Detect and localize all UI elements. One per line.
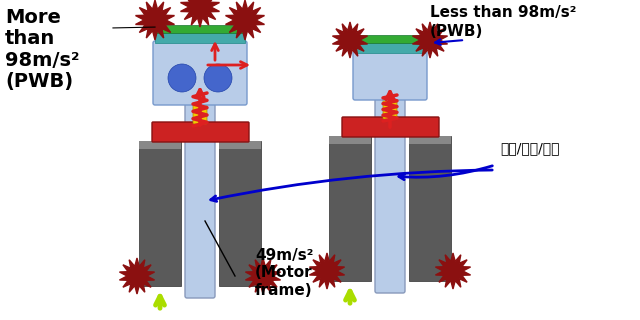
FancyBboxPatch shape [383, 97, 397, 119]
FancyBboxPatch shape [342, 117, 439, 137]
Polygon shape [435, 253, 470, 289]
FancyBboxPatch shape [353, 51, 427, 100]
Bar [139, 141, 181, 286]
Bar [219, 141, 261, 149]
Polygon shape [136, 0, 175, 40]
Polygon shape [180, 0, 220, 27]
Bar [329, 136, 371, 281]
Polygon shape [225, 0, 264, 40]
Bar [155, 33, 245, 43]
Bar [409, 136, 451, 144]
Bar [355, 43, 425, 53]
Bar [139, 141, 181, 149]
FancyBboxPatch shape [153, 41, 247, 105]
Circle shape [204, 64, 232, 92]
Polygon shape [412, 22, 447, 58]
Polygon shape [120, 258, 154, 294]
Polygon shape [332, 22, 367, 58]
Text: 震动/冲击/高温: 震动/冲击/高温 [500, 141, 559, 155]
Polygon shape [246, 258, 280, 294]
Bar [409, 136, 451, 281]
Text: 49m/s²
(Motor
frame): 49m/s² (Motor frame) [255, 248, 314, 298]
Bar [355, 35, 425, 43]
Circle shape [168, 64, 196, 92]
Text: Less than 98m/s²
(PWB): Less than 98m/s² (PWB) [430, 5, 577, 39]
Bar [219, 141, 261, 286]
Polygon shape [310, 253, 344, 289]
Bar [155, 25, 245, 33]
FancyBboxPatch shape [375, 73, 405, 293]
FancyBboxPatch shape [185, 71, 215, 298]
Bar [329, 136, 371, 144]
Text: More
than
98m/s²
(PWB): More than 98m/s² (PWB) [5, 8, 79, 91]
FancyBboxPatch shape [193, 102, 207, 124]
FancyBboxPatch shape [152, 122, 249, 142]
